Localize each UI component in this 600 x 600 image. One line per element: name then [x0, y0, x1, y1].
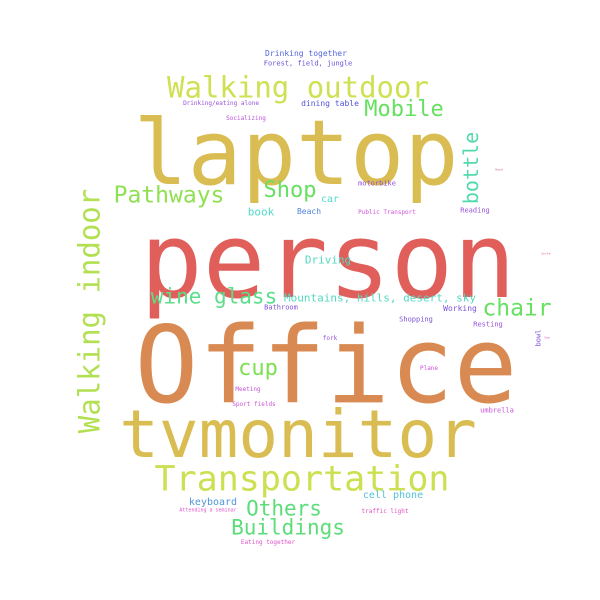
word-tvmonitor: tvmonitor [119, 396, 477, 473]
word-reading: Reading [460, 206, 490, 215]
word-traffic-light: traffic light [361, 508, 409, 515]
word-mountains: Mountains, hills, desert, sky [283, 291, 477, 305]
word-transportation: Transportation [154, 459, 450, 500]
word-cell-phone: cell phone [362, 490, 424, 501]
word-beach: Beach [296, 207, 322, 216]
word-person: person [140, 200, 516, 322]
word-bowl: bowl [534, 329, 543, 347]
word-pathways: Pathways [113, 182, 225, 209]
word-socializing: Socializing [226, 115, 266, 122]
word-motorbike: motorbike [358, 179, 396, 188]
word-mobile: Mobile [364, 97, 444, 122]
word-working: Working [443, 304, 477, 313]
word-drinking-together: Drinking together [265, 49, 347, 58]
word-book: book [247, 205, 275, 219]
word-walking-indoor: Walking indoor [72, 188, 107, 434]
word-office: Office [134, 304, 518, 427]
word-cup: cup [238, 356, 278, 381]
word-public-transport: Public Transport [358, 209, 416, 216]
word-driving: Driving [304, 253, 352, 267]
word-meeting: Meeting [235, 386, 261, 393]
word-umbrella: umbrella [480, 406, 514, 415]
word-resting: Resting [473, 320, 503, 329]
word-wine-glass: wine glass [150, 284, 278, 309]
word-drinking-eating-alone: Drinking/eating alone [183, 100, 259, 107]
word-others: Others [246, 496, 322, 521]
word-car: car [320, 194, 340, 205]
word-fork: fork [322, 335, 338, 342]
word-buildings: Buildings [231, 515, 345, 540]
word-bathroom: Bathroom [264, 303, 298, 312]
word-hand: Hand [495, 167, 503, 172]
word-forest-field-jungle: Forest, field, jungle [263, 59, 353, 68]
word-knife: knife [541, 251, 551, 256]
word-plane: Plane [419, 365, 439, 372]
word-sea: Sea [544, 335, 550, 340]
word-shopping: Shopping [399, 315, 433, 324]
word-dining-table: dining table [301, 99, 359, 108]
word-sport-fields: Sport fields [232, 401, 276, 408]
word-keyboard: keyboard [188, 497, 238, 508]
word-walking-outdoor: Walking outdoor [167, 70, 429, 105]
word-eating-together: Eating together [240, 539, 296, 546]
word-attending-a-seminar: Attending a seminar [179, 507, 237, 514]
word-laptop: laptop [133, 101, 459, 206]
word-bottle: bottle [459, 131, 483, 205]
word-shop: Shop [263, 178, 317, 203]
word-chair: chair [482, 295, 552, 322]
